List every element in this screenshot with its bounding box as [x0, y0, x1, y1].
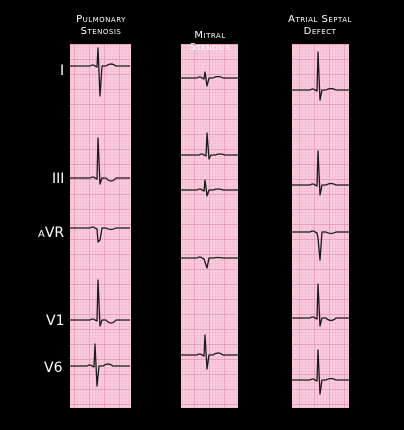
ecg-trace [292, 51, 349, 101]
ecg-trace [70, 137, 130, 185]
ecg-trace [70, 279, 130, 327]
ecg-grid [292, 44, 349, 408]
ecg-trace [70, 226, 130, 243]
ecg-trace [181, 334, 238, 370]
lead-label: I [60, 63, 64, 79]
ecg-grid [70, 44, 131, 408]
lead-label: V6 [44, 360, 63, 376]
ecg-trace [292, 230, 349, 261]
column-title: Defect [304, 26, 337, 37]
ecg-trace [292, 150, 349, 196]
column-title: Mitral [194, 30, 225, 41]
ecg-trace [181, 71, 238, 87]
column-title: Stenosis [81, 26, 122, 37]
ecg-trace [292, 349, 349, 395]
column-title: Atrial Septal [288, 14, 352, 25]
column-title: Pulmonary [76, 14, 126, 25]
ecg-trace [181, 256, 238, 269]
ecg-trace [70, 343, 130, 387]
ecg-trace [181, 132, 238, 160]
ecg-trace [70, 47, 130, 97]
ecg-grid [181, 44, 238, 408]
column-title: Stenosis [190, 42, 231, 53]
lead-label: III [52, 171, 64, 187]
lead-label: V1 [46, 313, 64, 329]
ecg-trace [181, 179, 238, 197]
ecg-trace [292, 283, 349, 327]
lead-label: aVR [38, 225, 64, 241]
